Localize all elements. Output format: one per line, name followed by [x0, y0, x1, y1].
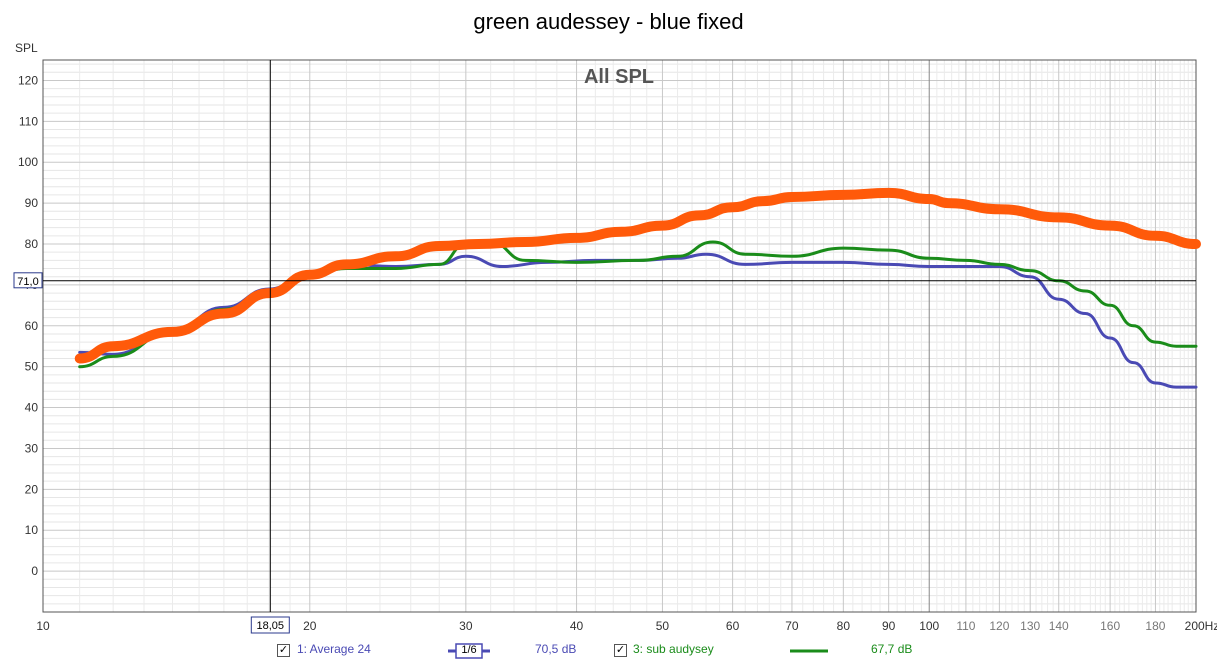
cursor-x-readout-box	[250, 616, 290, 634]
cursor-y-readout: 71,0	[17, 276, 38, 288]
x-tick-label: 40	[570, 619, 584, 633]
chart-subtitle: All SPL	[584, 66, 654, 88]
x-tick-label: 50	[656, 619, 670, 633]
series-1-smoothing-label: 1/6	[461, 644, 477, 656]
y-tick-label: 90	[25, 196, 39, 210]
cursor-x-readout: 18,05	[257, 620, 285, 632]
x-tick-label: 180	[1145, 619, 1165, 633]
y-tick-label: 10	[25, 523, 39, 537]
x-tick-label: 130	[1020, 619, 1040, 633]
series-3-level: 67,7 dB	[871, 642, 913, 656]
y-tick-label: 80	[25, 237, 39, 251]
x-tick-label: 90	[882, 619, 896, 633]
series-3-label: 3: sub audysey	[633, 642, 714, 656]
y-tick-label: 40	[25, 401, 39, 415]
series-1-checkbox[interactable]: ✓	[277, 644, 290, 657]
series-1-smoothing-badge[interactable]	[448, 643, 490, 659]
y-tick-label: 30	[25, 441, 39, 455]
plot-frame	[42, 59, 1197, 613]
x-tick-label: 160	[1100, 619, 1120, 633]
series-1-label: 1: Average 24	[297, 642, 371, 656]
x-tick-label: 20	[303, 619, 317, 633]
x-tick-label: 10	[36, 619, 50, 633]
x-tick-label: 60	[726, 619, 740, 633]
x-tick-label: 110	[956, 619, 975, 633]
x-tick-label: 140	[1049, 619, 1069, 633]
series-line-3	[74, 187, 1201, 364]
series-1-level: 70,5 dB	[535, 642, 577, 656]
y-axis-label: SPL	[15, 41, 38, 55]
y-tick-label: 60	[25, 319, 39, 333]
cursor-y-readout-box	[13, 272, 43, 289]
x-tick-label: 80	[837, 619, 851, 633]
y-tick-label: 20	[25, 482, 39, 496]
series-3-checkbox[interactable]: ✓	[614, 644, 627, 657]
y-tick-label: 110	[19, 114, 38, 128]
x-tick-label: 200Hz	[1185, 619, 1217, 633]
y-tick-label: 100	[18, 155, 38, 169]
chart-title: green audessey - blue fixed	[473, 9, 744, 34]
y-tick-label: 120	[18, 73, 38, 87]
y-tick-label: 50	[25, 360, 39, 374]
series-3-line-sample	[790, 649, 828, 653]
plot-area	[43, 60, 1196, 612]
x-tick-label: 30	[459, 619, 473, 633]
y-tick-label: 0	[31, 564, 38, 578]
x-tick-label: 120	[989, 619, 1009, 633]
x-tick-label: 100	[919, 619, 939, 633]
x-tick-label: 70	[785, 619, 799, 633]
